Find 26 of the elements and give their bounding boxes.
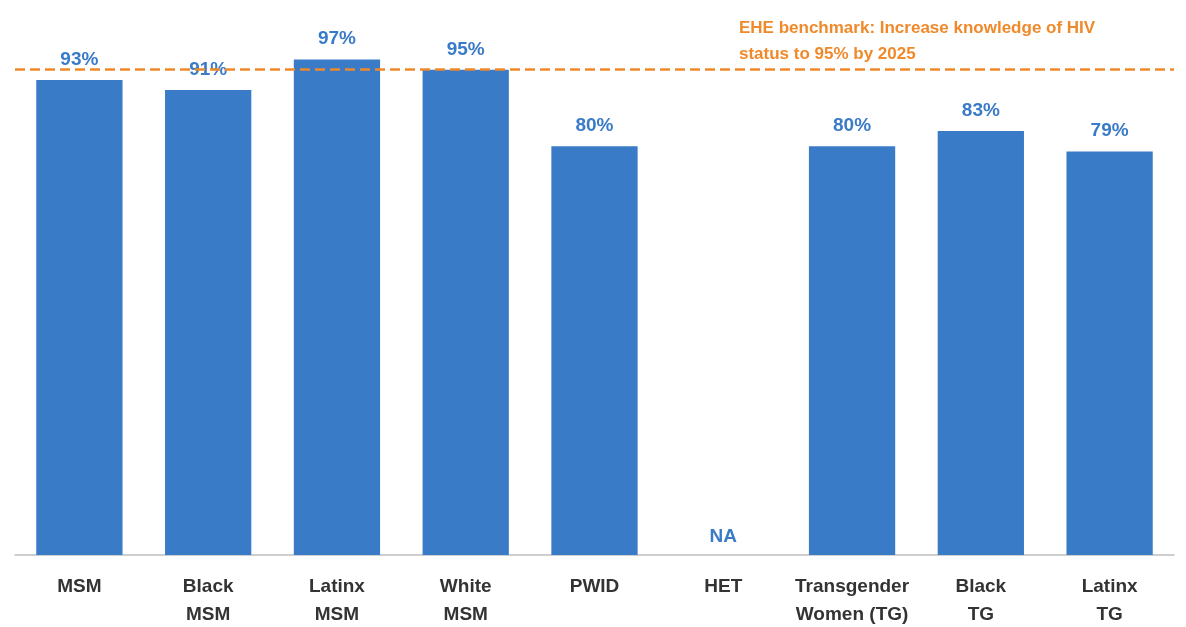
bar xyxy=(808,146,896,555)
data-label: 83% xyxy=(961,98,1000,120)
bar xyxy=(1066,151,1153,555)
x-tick-label: Latinx TG xyxy=(1081,574,1139,624)
data-label: 80% xyxy=(833,114,872,136)
data-label: 95% xyxy=(446,37,485,59)
bar xyxy=(937,130,1024,555)
bar xyxy=(293,59,381,555)
bar xyxy=(422,69,509,555)
bar xyxy=(36,79,123,555)
data-label: 97% xyxy=(317,27,357,49)
x-tick-label: Black TG xyxy=(955,574,1007,624)
bar xyxy=(165,90,252,555)
x-tick-label: Transgender Women (TG) xyxy=(795,574,910,624)
data-label: 93% xyxy=(60,47,99,69)
data-label: 79% xyxy=(1090,119,1129,141)
x-tick-label: PWID xyxy=(569,574,620,596)
x-tick-label: HET xyxy=(704,574,743,596)
data-label: 80% xyxy=(575,114,614,136)
ref-line-label: EHE benchmark: Increase knowledge of HIV status to 95% by 2025 xyxy=(739,18,1100,64)
x-tick-label: Latinx MSM xyxy=(308,574,366,624)
bar xyxy=(551,146,638,555)
x-tick-label: Black MSM xyxy=(182,574,234,624)
x-tick-label: White MSM xyxy=(439,574,492,624)
x-tick-label: MSM xyxy=(57,574,102,596)
text: NA xyxy=(709,525,737,546)
